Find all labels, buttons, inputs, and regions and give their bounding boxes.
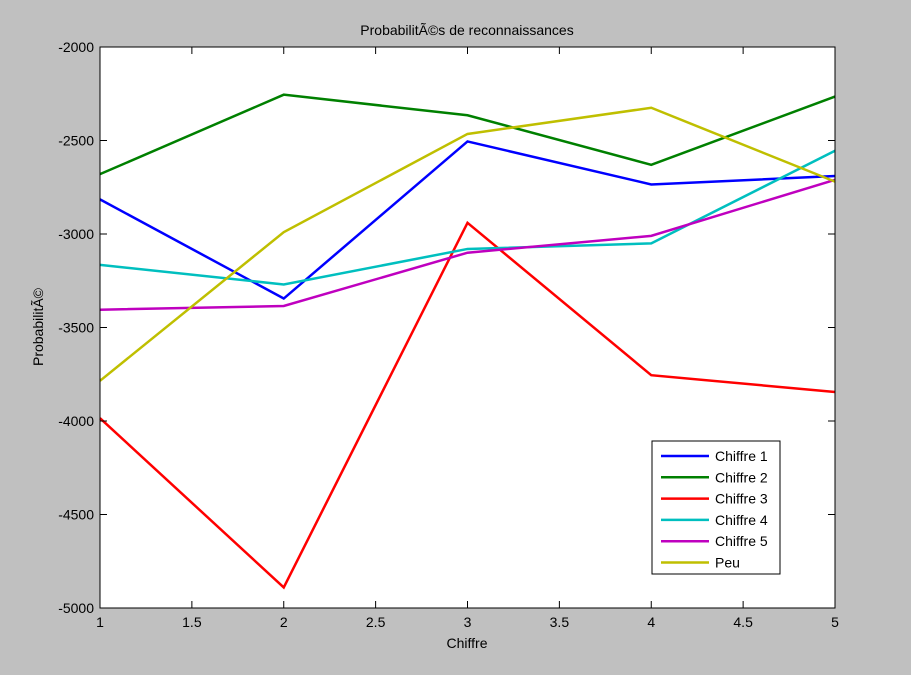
- legend-label-1: Chiffre 1: [715, 448, 768, 464]
- series-line-6: [99, 106, 836, 382]
- series-line-4: [99, 149, 836, 286]
- chart-title: ProbabilitÃ©s de reconnaissances: [360, 22, 573, 38]
- y-tick-label: -2500: [58, 133, 94, 149]
- legend: Chiffre 1 Chiffre 2 Chiffre 3 Chiffre 4 Chif…: [651, 440, 781, 575]
- legend-label-3: Chiffre 3: [715, 491, 768, 507]
- legend-label-6: Peu: [715, 555, 740, 571]
- x-tick-label: 3: [464, 614, 472, 630]
- y-tick-label: -5000: [58, 600, 94, 616]
- series-layer: [99, 93, 836, 590]
- legend-label-5: Chiffre 5: [715, 533, 768, 549]
- series-line-5: [99, 178, 836, 311]
- x-tick-label: 3.5: [550, 614, 570, 630]
- series-line-2: [99, 93, 836, 176]
- y-axis-label: ProbabilitÃ©: [30, 287, 46, 366]
- x-tick-label: 1.5: [182, 614, 202, 630]
- x-tick-label: 4: [647, 614, 655, 630]
- ticks-layer: 1 1.5 2 2.5 3 3.5 4 4.5 5 -2000 -2500 -3000 -3500 -40…: [58, 39, 839, 630]
- legend-label-2: Chiffre 2: [715, 469, 768, 485]
- legend-label-4: Chiffre 4: [715, 512, 768, 528]
- y-tick-label: -3500: [58, 320, 94, 336]
- y-tick-label: -2000: [58, 39, 94, 55]
- x-tick-label: 5: [831, 614, 839, 630]
- series-line-3: [99, 220, 836, 590]
- y-tick-label: -4500: [58, 507, 94, 523]
- x-tick-label: 1: [96, 614, 104, 630]
- y-tick-label: -4000: [58, 413, 94, 429]
- y-tick-label: -3000: [58, 226, 94, 242]
- x-tick-label: 2.5: [366, 614, 386, 630]
- x-tick-label: 4.5: [733, 614, 753, 630]
- legend-box: [651, 440, 781, 575]
- x-axis-label: Chiffre: [447, 635, 488, 651]
- legend-items: Chiffre 1 Chiffre 2 Chiffre 3 Chiffre 4 Chif…: [661, 448, 768, 571]
- series-line-1: [99, 140, 836, 301]
- x-tick-label: 2: [280, 614, 288, 630]
